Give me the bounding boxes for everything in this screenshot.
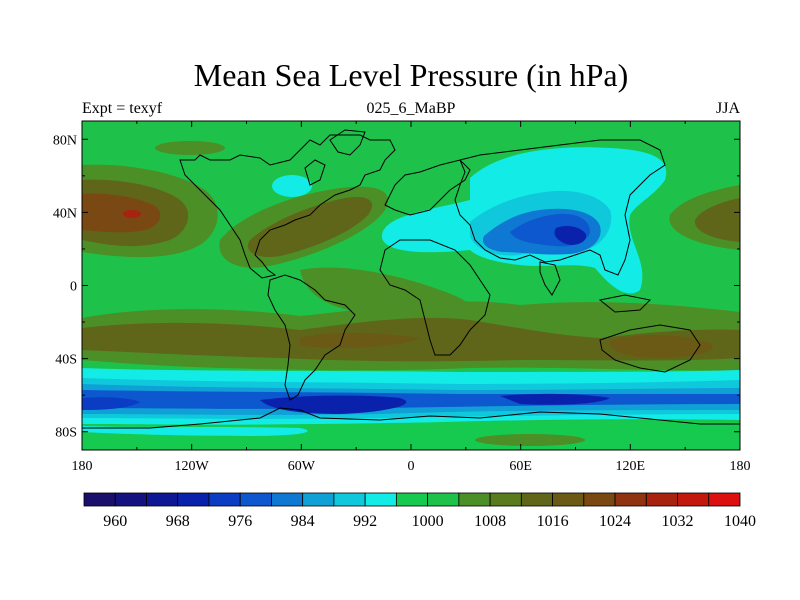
x-axis: 180 120W 60W 0 60E 120E 180	[72, 121, 751, 474]
pressure-field	[82, 121, 740, 450]
colorbar-swatch	[489, 492, 522, 507]
colorbar-swatch	[364, 492, 397, 507]
colorbar-swatch	[302, 492, 335, 507]
colorbar-swatch	[708, 492, 741, 507]
asian-low-core	[554, 226, 587, 245]
band-arctic-high	[155, 141, 225, 155]
colorbar-label: 1008	[474, 513, 506, 530]
coastline-africa	[379, 239, 491, 356]
colorbar-swatch	[552, 492, 585, 507]
x-tick-label: 0	[408, 459, 415, 474]
colorbar-label: 1040	[724, 513, 756, 530]
colorbar-swatch	[677, 492, 710, 507]
colorbar-label: 1032	[662, 513, 694, 530]
x-tick-label: 180	[730, 459, 751, 474]
colorbar-swatch	[83, 492, 116, 507]
colorbar-labels: 960 968 976 984 992 1000 1008 1016 1024 1032 1040	[103, 513, 756, 530]
colorbar-swatch	[333, 492, 366, 507]
coastline-europe	[384, 159, 471, 216]
antarctic-high	[475, 434, 585, 446]
chart-title: Mean Sea Level Pressure (in hPa)	[194, 57, 629, 93]
colorbar-swatch	[239, 492, 272, 507]
colorbar-swatch	[427, 492, 460, 507]
colorbar-swatch	[114, 492, 147, 507]
y-tick-label: 0	[70, 280, 77, 295]
north-pacific-high-core	[82, 193, 161, 233]
colorbar-label: 968	[166, 513, 190, 530]
x-tick-label: 180	[72, 459, 93, 474]
y-tick-label: 40N	[53, 206, 77, 221]
season-label: JJA	[716, 100, 740, 117]
x-tick-label: 120W	[175, 459, 210, 474]
colorbar-label: 1016	[537, 513, 569, 530]
band-arctic	[82, 139, 360, 169]
colorbar-label: 984	[291, 513, 315, 530]
colorbar-label: 960	[103, 513, 127, 530]
coastlines	[82, 129, 740, 429]
colorbar-swatch	[271, 492, 304, 507]
colorbar-swatch	[458, 492, 491, 507]
coastline-australia	[599, 324, 701, 373]
period-label: 025_6_MaBP	[367, 100, 456, 117]
experiment-label: Expt = texyf	[82, 100, 163, 117]
colorbar	[83, 492, 741, 507]
y-tick-label: 80S	[55, 426, 77, 441]
colorbar-swatch	[146, 492, 179, 507]
colorbar-swatch	[395, 492, 429, 507]
coastline-greenland	[329, 129, 366, 156]
coastline-north-america	[179, 134, 396, 279]
north-america-low	[272, 175, 312, 197]
coastline-india	[539, 261, 561, 296]
south-atlantic-high-core	[300, 332, 420, 348]
antarctic-trough-core-indian	[500, 393, 610, 405]
colorbar-swatch	[614, 492, 647, 507]
colorbar-label: 1024	[599, 513, 631, 530]
coastline-antarctica	[82, 407, 740, 429]
colorbar-swatch	[520, 492, 553, 507]
colorbar-label: 992	[353, 513, 377, 530]
colorbar-swatch	[583, 492, 616, 507]
colorbar-label: 1000	[412, 513, 444, 530]
coastline-indonesia	[598, 294, 652, 313]
south-indian-high-core	[609, 335, 713, 358]
north-atlantic-high-core	[247, 196, 373, 258]
x-tick-label: 120E	[616, 459, 646, 474]
coastline-hudson-bay	[304, 159, 326, 186]
x-tick-label: 60W	[288, 459, 316, 474]
colorbar-swatch	[645, 492, 678, 507]
coastline-south-america	[267, 274, 356, 401]
colorbar-swatch	[177, 492, 210, 507]
north-pacific-high-max	[123, 210, 141, 218]
antarctic-trough-core-pacific	[82, 397, 140, 410]
east-pacific-high-core	[694, 198, 740, 242]
colorbar-label: 976	[228, 513, 252, 530]
colorbar-swatch	[208, 492, 241, 507]
y-tick-label: 40S	[55, 353, 77, 368]
y-axis: 80N 40N 0 40S 80S	[53, 133, 740, 441]
x-tick-label: 60E	[509, 459, 532, 474]
coastline-asia	[454, 139, 666, 276]
y-tick-label: 80N	[53, 133, 77, 148]
